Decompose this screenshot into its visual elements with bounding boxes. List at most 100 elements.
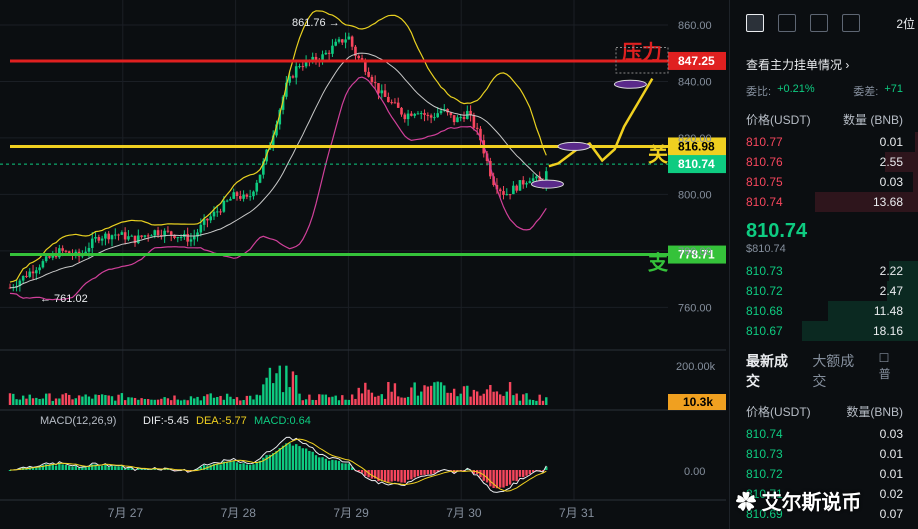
x-tick-label: 7月 29 [333,506,369,520]
macd-bar [308,450,311,470]
candle [18,280,22,287]
book-bids-icon[interactable] [778,14,796,32]
candle [446,109,449,113]
candle [505,194,509,196]
trade-row[interactable]: 810.72 0.01 [730,464,918,484]
volume-bar [104,395,107,405]
macd-bar [383,470,387,482]
candle [400,107,403,115]
ask-row[interactable]: 810.76 2.55 [730,152,918,172]
volume-bar [58,398,61,405]
macd-bar [377,470,380,482]
candle [176,237,180,239]
volume-axis-label: 200.00k [676,361,716,373]
volume-bar [344,399,347,405]
macd-bar [413,470,416,478]
candle [436,113,439,118]
main-orders-link[interactable]: 查看主力挂单情况 › [730,46,918,77]
volume-bar [525,393,528,405]
candle [133,235,137,244]
macd-bar [423,470,426,475]
candle [390,102,393,104]
row-price: 810.72 [746,467,783,481]
volume-bar [183,399,186,405]
macd-bar [130,467,133,470]
candle [100,238,104,241]
ask-row[interactable]: 810.74 13.68 [730,192,918,212]
bid-row[interactable]: 810.67 18.16 [730,321,918,341]
bid-row[interactable]: 810.73 2.22 [730,261,918,281]
volume-bar [242,400,245,405]
candle [229,198,232,201]
volume-bar [515,393,518,405]
candle [38,267,41,271]
volume-bar [219,395,222,405]
book-asks-icon[interactable] [810,14,828,32]
macd-bar [298,446,301,470]
trade-row[interactable]: 810.74 0.03 [730,424,918,444]
bid-row[interactable]: 810.68 11.48 [730,301,918,321]
price-chart[interactable]: 847.25 压力 816.98 关 810.74 778.71 支 860.00 840.00… [0,0,726,529]
precision-selector[interactable]: 2位 [896,16,915,31]
macd-bar [114,466,117,470]
volume-bar [390,391,393,405]
chart-svg[interactable]: 847.25 压力 816.98 关 810.74 778.71 支 860.00 840.00… [0,0,726,529]
macd-bar [314,455,318,470]
volume-bar [64,393,68,405]
macd-bar [74,465,77,470]
volume-bar [499,394,502,405]
candle [304,60,308,67]
macd-bar [97,466,101,470]
tab-large-trades[interactable]: 大额成交 [812,353,855,389]
macd-value: MACD:0.64 [254,415,311,427]
trade-row[interactable]: 810.73 0.01 [730,444,918,464]
volume-bar [466,385,469,405]
row-price: 810.74 [746,427,783,441]
row-qty: 11.48 [873,304,903,318]
volume-bar [196,396,199,405]
filter-checkbox[interactable]: ☐ 普 [878,351,891,381]
candle [370,76,374,83]
ask-row[interactable]: 810.75 0.03 [730,172,918,192]
macd-bar [235,462,239,470]
volume-bar [15,399,18,405]
bid-row[interactable]: 810.72 2.47 [730,281,918,301]
volume-bar [403,397,406,405]
upper-band-line [9,10,547,283]
book-both-icon[interactable] [746,14,764,32]
candle [196,232,199,237]
trade-row[interactable]: 810.71 0.02 [730,484,918,504]
volume-bar [163,397,166,405]
candle [202,218,206,225]
candle [219,211,222,213]
volume-bar [160,398,163,405]
candle [21,275,25,281]
trade-row[interactable]: 810.69 0.07 [730,504,918,524]
x-tick-label: 7月 31 [559,506,595,520]
volume-bar [170,400,173,405]
volume-bar [209,393,212,405]
depth-bar [888,261,918,281]
volume-bar [522,394,525,405]
volume-bar [492,391,495,405]
ask-row[interactable]: 810.77 0.01 [730,132,918,152]
candle [97,236,101,241]
candle [439,110,443,114]
row-price: 810.73 [746,447,783,461]
candle [61,248,64,251]
macd-bar [38,466,41,470]
book-expand-icon[interactable] [842,14,860,32]
volume-bar [212,397,216,405]
volume-bar [508,382,512,405]
tab-latest-trades[interactable]: 最新成交 [746,353,788,389]
y-tick-label: 820.00 [678,133,712,145]
macd-bar [199,466,203,470]
candle [396,102,400,108]
candle [324,52,328,55]
macd-bar [117,466,120,470]
volume-bar [331,396,334,405]
macd-bar [229,462,232,470]
row-qty: 0.03 [879,427,903,441]
watermark-text: 艾尔斯说币 [761,492,862,514]
candle [150,235,153,237]
